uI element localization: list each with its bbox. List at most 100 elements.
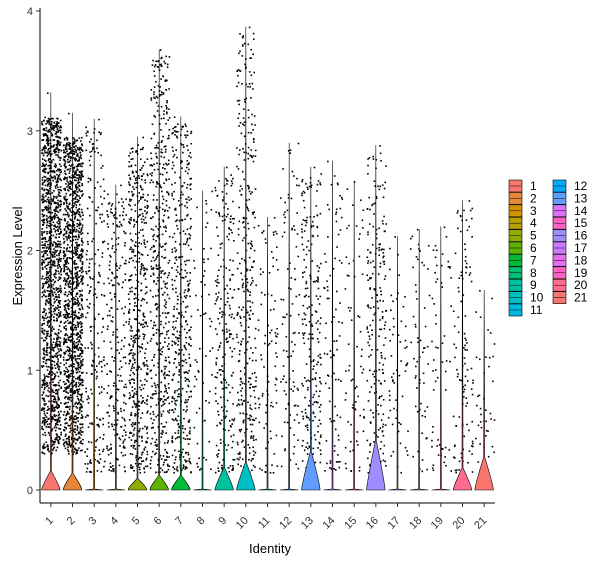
data-point: [43, 294, 45, 296]
data-point: [80, 322, 83, 325]
data-point: [67, 181, 70, 184]
data-point: [150, 265, 153, 268]
data-point: [73, 192, 75, 195]
data-point: [185, 320, 187, 323]
data-point: [60, 203, 62, 206]
points-group-3: [84, 118, 106, 473]
data-point: [79, 155, 82, 158]
data-point: [56, 296, 59, 298]
data-point: [228, 314, 231, 316]
data-point: [181, 160, 183, 163]
data-point: [75, 139, 78, 142]
data-point: [125, 386, 127, 389]
data-point: [73, 146, 76, 148]
data-point: [209, 350, 211, 352]
data-point: [49, 139, 52, 141]
data-point: [172, 155, 175, 158]
data-point: [243, 151, 245, 154]
data-point: [238, 125, 240, 127]
data-point: [78, 276, 81, 278]
data-point: [53, 426, 56, 429]
data-point: [63, 293, 66, 296]
data-point: [55, 205, 58, 208]
data-point: [41, 379, 44, 382]
data-point: [63, 178, 65, 181]
data-point: [138, 261, 140, 263]
data-point: [64, 447, 67, 450]
data-point: [129, 352, 131, 355]
data-point: [249, 300, 251, 303]
data-point: [43, 329, 46, 332]
data-point: [46, 423, 49, 426]
data-point: [51, 378, 54, 381]
data-point: [86, 448, 89, 450]
data-point: [64, 293, 67, 296]
data-point: [76, 323, 79, 325]
data-point: [66, 376, 68, 378]
data-point: [149, 181, 152, 184]
data-point: [177, 271, 179, 274]
data-point: [74, 172, 77, 175]
data-point: [196, 442, 199, 445]
data-point: [165, 89, 168, 91]
data-point: [52, 279, 54, 281]
data-point: [98, 273, 101, 276]
data-point: [231, 423, 234, 425]
data-point: [189, 461, 191, 463]
data-point: [156, 183, 158, 185]
data-point: [41, 409, 43, 411]
data-point: [155, 265, 158, 267]
data-point: [69, 170, 71, 172]
data-point: [58, 259, 61, 261]
data-point: [188, 329, 190, 332]
data-point: [79, 308, 81, 311]
data-point: [73, 213, 75, 216]
data-point: [49, 299, 51, 302]
data-point: [92, 146, 94, 149]
data-point: [231, 313, 233, 316]
data-point: [124, 419, 126, 422]
data-point: [48, 236, 51, 239]
data-point: [157, 228, 160, 230]
data-point: [48, 238, 51, 240]
data-point: [101, 252, 104, 254]
data-point: [150, 377, 153, 380]
data-point: [131, 386, 134, 388]
data-point: [73, 340, 75, 343]
data-point: [229, 346, 231, 349]
data-point: [166, 463, 169, 466]
data-point: [55, 151, 58, 153]
data-point: [42, 357, 44, 360]
data-point: [229, 465, 232, 467]
data-point: [132, 147, 134, 150]
data-point: [152, 229, 155, 231]
data-point: [55, 287, 58, 289]
data-point: [47, 177, 49, 180]
data-point: [58, 296, 60, 298]
data-point: [65, 325, 67, 327]
data-point: [58, 303, 61, 305]
data-point: [146, 173, 149, 176]
data-point: [143, 269, 145, 271]
data-point: [152, 238, 155, 241]
data-point: [168, 134, 170, 137]
data-point: [56, 244, 58, 246]
data-point: [165, 306, 167, 309]
data-point: [81, 384, 83, 387]
data-point: [52, 283, 55, 286]
data-point: [64, 219, 66, 222]
data-point: [81, 344, 83, 346]
data-point: [78, 316, 80, 319]
data-point: [153, 324, 155, 327]
data-point: [68, 385, 70, 387]
data-point: [145, 212, 148, 215]
data-point: [50, 123, 53, 125]
data-point: [70, 339, 72, 342]
data-point: [211, 190, 213, 193]
data-point: [67, 153, 69, 155]
data-point: [54, 202, 57, 205]
data-point: [253, 249, 256, 252]
data-point: [42, 348, 44, 350]
data-point: [65, 143, 68, 146]
data-point: [221, 387, 224, 390]
